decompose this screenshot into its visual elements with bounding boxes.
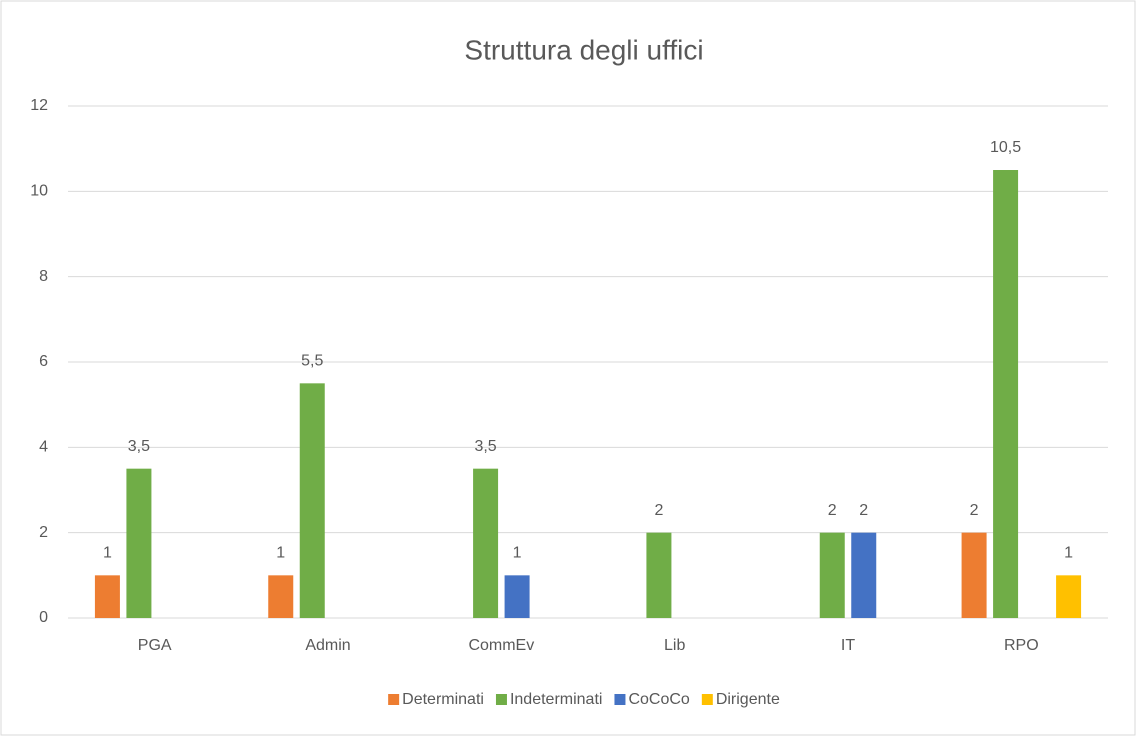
y-tick-label: 12 [30,97,48,114]
y-tick-label: 4 [39,439,48,456]
y-tick-label: 0 [39,609,48,626]
bar [993,170,1019,618]
data-label: 1 [1064,545,1073,562]
x-tick-label: RPO [1004,637,1039,654]
data-label: 1 [513,545,522,562]
data-label: 2 [828,502,837,519]
data-label: 2 [970,502,979,519]
x-tick-label: CommEv [468,637,534,654]
legend-swatch [614,694,626,705]
bar [504,575,530,618]
legend-label: CoCoCo [628,691,689,708]
data-label: 2 [654,502,663,519]
bar [961,532,987,618]
x-tick-label: Admin [305,637,350,654]
legend-swatch [388,694,400,705]
bar [94,575,120,618]
y-tick-label: 8 [39,268,48,285]
legend-swatch [701,694,713,705]
bar [646,532,672,618]
bar [473,468,499,618]
data-label: 2 [859,502,868,519]
y-tick-label: 2 [39,524,48,541]
data-label: 5,5 [301,353,323,370]
x-tick-label: PGA [138,637,172,654]
data-label: 3,5 [474,438,496,455]
bar [1056,575,1082,618]
bar [299,383,325,618]
bar [819,532,845,618]
chart-title: Struttura degli uffici [464,34,703,65]
data-label: 3,5 [128,438,150,455]
bar [126,468,152,618]
x-tick-label: IT [841,637,855,654]
y-tick-label: 10 [30,183,48,200]
legend-label: Dirigente [716,691,780,708]
legend-swatch [495,694,507,705]
data-label: 1 [276,545,285,562]
x-tick-label: Lib [664,637,685,654]
legend-label: Indeterminati [510,691,603,708]
legend-label: Determinati [402,691,484,708]
y-tick-label: 6 [39,353,48,370]
bar [268,575,294,618]
bar [851,532,877,618]
data-label: 10,5 [990,139,1021,156]
data-label: 1 [103,545,112,562]
